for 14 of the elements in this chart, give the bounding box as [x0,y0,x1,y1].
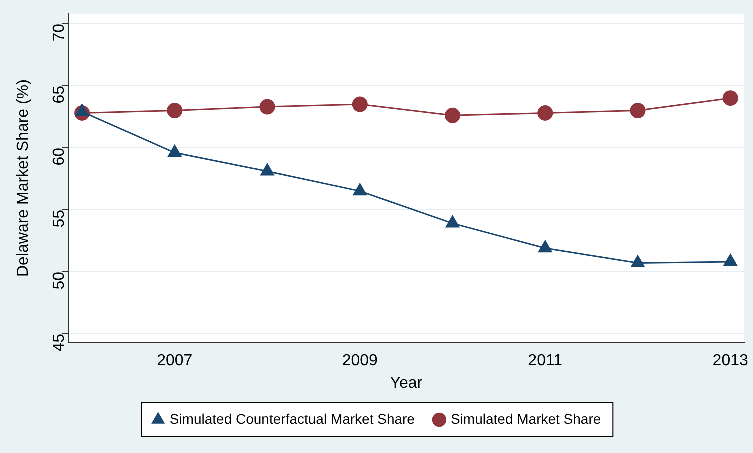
y-tick-label: 55 [50,210,68,228]
y-tick-label: 50 [50,272,68,290]
x-tick-label: 2013 [712,352,749,370]
y-tick-label: 45 [50,334,68,352]
y-axis-title: Delaware Market Share (%) [15,80,32,278]
x-tick-label: 2009 [342,352,378,370]
y-tick-label: 65 [50,86,68,104]
y-tick-label: 60 [50,148,68,166]
legend-label: Simulated Counterfactual Market Share [170,410,416,427]
x-axis-title: Year [390,374,424,392]
y-tick-label: 70 [50,24,68,42]
legend-label: Simulated Market Share [450,410,602,427]
x-tick-label: 2007 [157,352,193,370]
x-tick-label: 2011 [528,352,563,370]
